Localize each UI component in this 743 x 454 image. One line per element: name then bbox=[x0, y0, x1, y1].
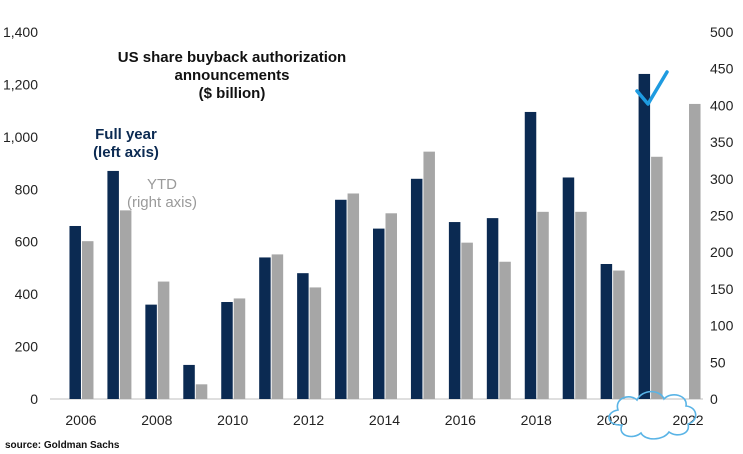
x-axis-ticks: 2006 2008 2010 2012 2014 2016 2018 2020 2022 bbox=[65, 412, 703, 428]
right-axis-tick-label: 0 bbox=[710, 391, 718, 407]
x-axis-tick-label: 2020 bbox=[597, 412, 628, 428]
source-note: source: Goldman Sachs bbox=[5, 440, 120, 451]
ytd-bar bbox=[385, 213, 397, 399]
ytd-bar bbox=[271, 254, 284, 399]
full-year-bar bbox=[448, 222, 461, 399]
full-year-bar bbox=[524, 111, 537, 399]
left-axis-tick-label: 400 bbox=[15, 286, 39, 302]
x-axis-tick-label: 2010 bbox=[217, 412, 248, 428]
full-year-bar bbox=[335, 199, 347, 399]
x-axis-tick-label: 2012 bbox=[293, 412, 324, 428]
ytd-bar bbox=[347, 193, 360, 399]
x-axis-tick-label: 2014 bbox=[369, 412, 400, 428]
bars-group bbox=[69, 73, 701, 399]
ytd-bar bbox=[309, 287, 322, 399]
x-axis-tick-label: 2008 bbox=[141, 412, 172, 428]
right-axis-tick-label: 500 bbox=[710, 24, 734, 40]
full-year-bar bbox=[259, 257, 271, 399]
right-axis-tick-label: 100 bbox=[710, 318, 734, 334]
left-axis-tick-label: 600 bbox=[15, 234, 39, 250]
right-axis-tick-label: 250 bbox=[710, 208, 734, 224]
ytd-bar bbox=[423, 151, 435, 399]
full-year-bar bbox=[221, 302, 233, 399]
x-axis-tick-label: 2018 bbox=[521, 412, 552, 428]
full-year-bar bbox=[638, 73, 651, 399]
full-year-bar bbox=[107, 170, 119, 399]
left-axis-tick-label: 0 bbox=[30, 391, 38, 407]
right-axis-tick-label: 300 bbox=[710, 171, 734, 187]
left-axis-ticks: 0 200 400 600 800 1,000 1,200 1,400 bbox=[3, 24, 38, 407]
legend-ytd-axis: (right axis) bbox=[127, 194, 197, 211]
chart-title-line-2: announcements bbox=[174, 67, 289, 84]
full-year-bar bbox=[600, 263, 613, 399]
legend-full-year-axis: (left axis) bbox=[93, 144, 159, 161]
full-year-bar bbox=[297, 273, 309, 399]
left-axis-tick-label: 1,400 bbox=[3, 24, 38, 40]
left-axis-tick-label: 800 bbox=[15, 181, 39, 197]
ytd-bar bbox=[575, 211, 587, 399]
ytd-bar bbox=[119, 210, 132, 399]
ytd-bar bbox=[81, 241, 94, 399]
x-axis-tick-label: 2016 bbox=[445, 412, 476, 428]
chart-title-line-3: ($ billion) bbox=[199, 85, 266, 102]
full-year-bar bbox=[373, 228, 385, 399]
cloud-annotation-shape bbox=[608, 390, 697, 440]
right-axis-tick-label: 450 bbox=[710, 61, 734, 77]
full-year-bar bbox=[69, 225, 81, 399]
right-axis-tick-label: 150 bbox=[710, 281, 734, 297]
left-axis-tick-label: 1,000 bbox=[3, 129, 38, 145]
ytd-bar bbox=[233, 298, 246, 399]
ytd-bar bbox=[537, 211, 549, 399]
chart-title-line-1: US share buyback authorization bbox=[118, 49, 346, 66]
ytd-bar bbox=[613, 270, 625, 399]
full-year-bar bbox=[562, 177, 575, 399]
right-axis-tick-label: 200 bbox=[710, 244, 734, 260]
legend-ytd: YTD bbox=[147, 176, 177, 193]
ytd-bar bbox=[157, 281, 170, 399]
right-axis-tick-label: 350 bbox=[710, 134, 734, 150]
checkmark-annotation-icon bbox=[635, 70, 669, 106]
ytd-bar bbox=[651, 156, 663, 399]
full-year-bar bbox=[145, 304, 157, 399]
ytd-bar bbox=[461, 242, 473, 399]
legend-full-year: Full year bbox=[95, 126, 157, 143]
right-axis-ticks: 0 50 100 150 200 250 300 350 400 450 500 bbox=[710, 24, 734, 407]
left-axis-tick-label: 1,200 bbox=[3, 76, 38, 92]
full-year-bar bbox=[183, 364, 195, 399]
left-axis-tick-label: 200 bbox=[15, 339, 39, 355]
x-axis-tick-label: 2006 bbox=[65, 412, 96, 428]
right-axis-tick-label: 400 bbox=[710, 97, 734, 113]
ytd-bar bbox=[499, 261, 511, 399]
full-year-bar bbox=[486, 218, 499, 399]
right-axis-tick-label: 50 bbox=[710, 354, 726, 370]
ytd-bar bbox=[195, 384, 208, 399]
ytd-bar bbox=[689, 103, 701, 399]
full-year-bar bbox=[410, 178, 423, 399]
